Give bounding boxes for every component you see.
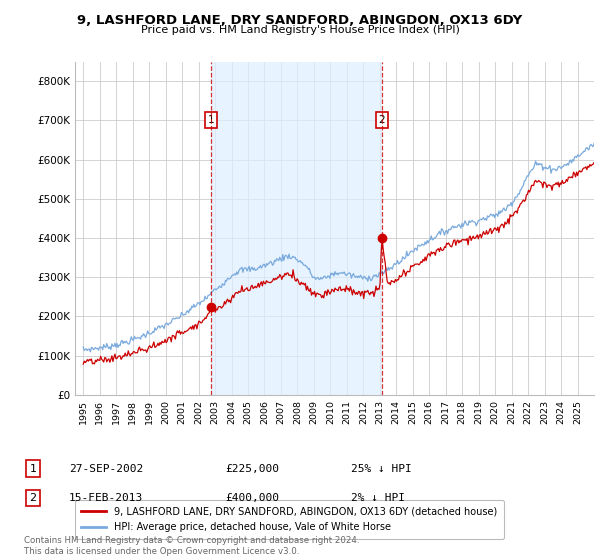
Text: 2% ↓ HPI: 2% ↓ HPI bbox=[351, 493, 405, 503]
Text: £225,000: £225,000 bbox=[225, 464, 279, 474]
Legend: 9, LASHFORD LANE, DRY SANDFORD, ABINGDON, OX13 6DY (detached house), HPI: Averag: 9, LASHFORD LANE, DRY SANDFORD, ABINGDON… bbox=[74, 500, 503, 539]
Text: 27-SEP-2002: 27-SEP-2002 bbox=[69, 464, 143, 474]
Bar bbox=[211, 62, 382, 395]
Text: Price paid vs. HM Land Registry's House Price Index (HPI): Price paid vs. HM Land Registry's House … bbox=[140, 25, 460, 35]
Text: 9, LASHFORD LANE, DRY SANDFORD, ABINGDON, OX13 6DY: 9, LASHFORD LANE, DRY SANDFORD, ABINGDON… bbox=[77, 14, 523, 27]
Text: £400,000: £400,000 bbox=[225, 493, 279, 503]
Text: 25% ↓ HPI: 25% ↓ HPI bbox=[351, 464, 412, 474]
Text: 15-FEB-2013: 15-FEB-2013 bbox=[69, 493, 143, 503]
Text: Contains HM Land Registry data © Crown copyright and database right 2024.
This d: Contains HM Land Registry data © Crown c… bbox=[24, 536, 359, 556]
Text: 1: 1 bbox=[208, 115, 214, 125]
Text: 1: 1 bbox=[29, 464, 37, 474]
Text: 2: 2 bbox=[29, 493, 37, 503]
Text: 2: 2 bbox=[379, 115, 385, 125]
